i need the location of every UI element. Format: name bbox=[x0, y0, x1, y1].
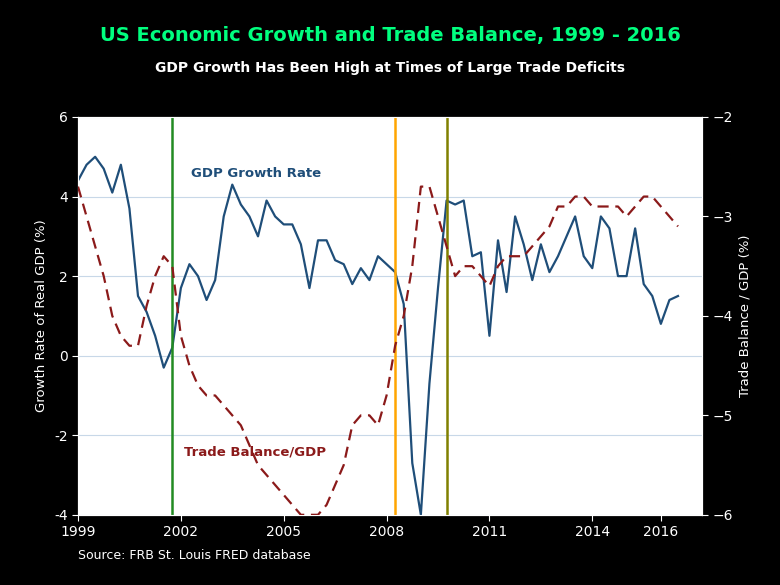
Text: US Economic Growth and Trade Balance, 1999 - 2016: US Economic Growth and Trade Balance, 19… bbox=[100, 26, 680, 45]
Text: Trade Balance/GDP: Trade Balance/GDP bbox=[184, 445, 326, 458]
Text: Source: FRB St. Louis FRED database: Source: FRB St. Louis FRED database bbox=[78, 549, 310, 562]
Y-axis label: Growth Rate of Real GDP (%): Growth Rate of Real GDP (%) bbox=[35, 219, 48, 412]
Y-axis label: Trade Balance / GDP (%): Trade Balance / GDP (%) bbox=[739, 235, 751, 397]
Text: GDP Growth Has Been High at Times of Large Trade Deficits: GDP Growth Has Been High at Times of Lar… bbox=[155, 61, 625, 75]
Text: GDP Growth Rate: GDP Growth Rate bbox=[191, 167, 321, 180]
